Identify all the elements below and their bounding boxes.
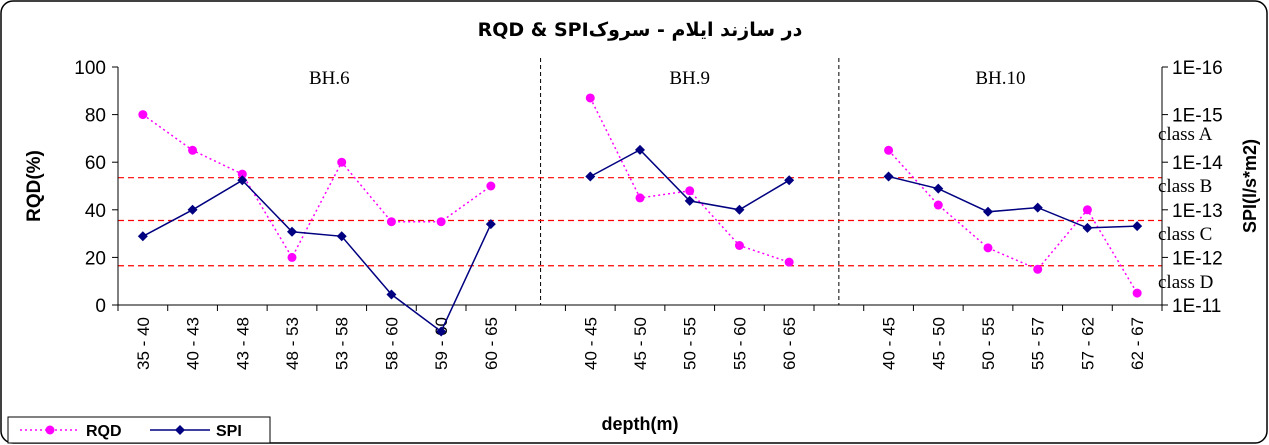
data-point-rqd — [983, 243, 993, 253]
y2-tick-label: 1E-16 — [1172, 58, 1223, 79]
data-point-spi — [883, 171, 894, 182]
data-point-spi — [983, 206, 993, 217]
x-tick-label: 58 - 60 — [382, 317, 401, 370]
class-label: class C — [1158, 224, 1212, 245]
data-point-spi — [1132, 221, 1143, 232]
series-line-spi — [888, 175, 1138, 229]
data-point-rqd — [884, 145, 894, 155]
data-point-spi — [137, 231, 148, 242]
group-label: BH.10 — [975, 68, 1025, 89]
x-tick-label: 55 - 57 — [1029, 317, 1048, 370]
data-point-spi — [436, 326, 447, 337]
y-tick-label: 0 — [95, 296, 106, 317]
series-line-rqd — [888, 149, 1138, 294]
y2-tick-label: 1E-12 — [1172, 248, 1223, 269]
data-point-rqd — [287, 252, 297, 262]
y-axis-title: RQD(%) — [24, 150, 45, 222]
chart-title: RQD & SPIدر سازند ایلام - سروک — [478, 19, 803, 41]
x-tick-label: 53 - 58 — [333, 317, 352, 370]
data-point-spi — [187, 204, 198, 215]
data-point-spi — [933, 183, 944, 194]
data-point-rqd — [933, 200, 943, 210]
group-label: BH.6 — [309, 68, 350, 89]
data-point-rqd — [1132, 288, 1142, 298]
data-point-rqd — [386, 217, 396, 227]
x-tick-label: 59 - 60 — [432, 317, 451, 370]
data-point-spi — [287, 226, 297, 237]
x-tick-label: 40 - 45 — [880, 317, 899, 370]
y2-tick-label: 1E-14 — [1172, 153, 1223, 174]
data-point-spi — [386, 289, 397, 300]
legend-marker-rqd — [45, 425, 55, 435]
data-point-spi — [635, 144, 645, 155]
data-point-rqd — [188, 145, 198, 155]
data-point-rqd — [734, 241, 744, 250]
data-point-spi — [485, 219, 496, 230]
x-tick-label: 35 - 40 — [134, 317, 153, 370]
x-tick-label: 50 - 55 — [681, 317, 700, 370]
data-point-rqd — [237, 169, 247, 179]
x-tick-label: 62 - 67 — [1128, 317, 1147, 370]
data-point-rqd — [784, 257, 794, 267]
x-tick-label: 43 - 48 — [233, 317, 252, 370]
legend-marker-spi — [175, 425, 185, 435]
y-tick-label: 80 — [85, 106, 106, 127]
data-point-spi — [684, 195, 695, 206]
y-tick-label: 20 — [85, 248, 106, 269]
data-point-rqd — [436, 217, 446, 227]
x-tick-label: 45 - 50 — [929, 317, 948, 370]
data-point-spi — [734, 204, 745, 215]
class-label: class A — [1158, 124, 1213, 145]
y2-tick-label: 1E-11 — [1172, 296, 1221, 317]
x-tick-label: 48 - 53 — [283, 317, 302, 370]
data-point-rqd — [635, 193, 645, 203]
x-tick-label: 55 - 60 — [730, 317, 749, 370]
y2-tick-label: 1E-13 — [1172, 201, 1223, 222]
x-tick-label: 60 - 65 — [482, 317, 501, 370]
data-point-rqd — [486, 181, 496, 191]
legend-label: RQD — [86, 423, 122, 440]
y-tick-label: 100 — [74, 58, 106, 79]
data-point-spi — [1082, 222, 1093, 233]
series-line-rqd — [142, 113, 492, 259]
group-label: BH.9 — [669, 68, 710, 89]
y2-axis-title: SPI(l/s*m2) — [1240, 139, 1260, 233]
data-point-spi — [1032, 202, 1043, 213]
data-point-rqd — [1033, 264, 1043, 274]
x-tick-label: 40 - 45 — [581, 317, 600, 370]
y-tick-label: 60 — [85, 153, 106, 174]
x-tick-label: 45 - 50 — [631, 317, 650, 370]
class-label: class D — [1158, 272, 1213, 293]
series-line-spi — [142, 179, 492, 333]
data-point-spi — [237, 175, 248, 186]
data-point-rqd — [685, 186, 695, 196]
x-tick-label: 60 - 65 — [780, 317, 799, 370]
data-point-rqd — [585, 93, 595, 103]
data-point-spi — [336, 231, 347, 242]
y-tick-label: 40 — [85, 201, 106, 222]
data-point-spi — [585, 171, 596, 182]
data-point-rqd — [1082, 205, 1092, 215]
x-tick-label: 57 - 62 — [1078, 317, 1097, 370]
x-tick-label: 50 - 55 — [979, 317, 998, 370]
class-label: class B — [1158, 176, 1212, 197]
legend-label: SPI — [216, 423, 242, 440]
data-point-spi — [784, 175, 795, 186]
x-tick-label: 40 - 43 — [184, 317, 203, 370]
data-point-rqd — [138, 110, 148, 120]
y2-tick-label: 1E-15 — [1172, 106, 1223, 127]
x-axis-title: depth(m) — [602, 414, 679, 434]
data-point-rqd — [337, 157, 347, 167]
